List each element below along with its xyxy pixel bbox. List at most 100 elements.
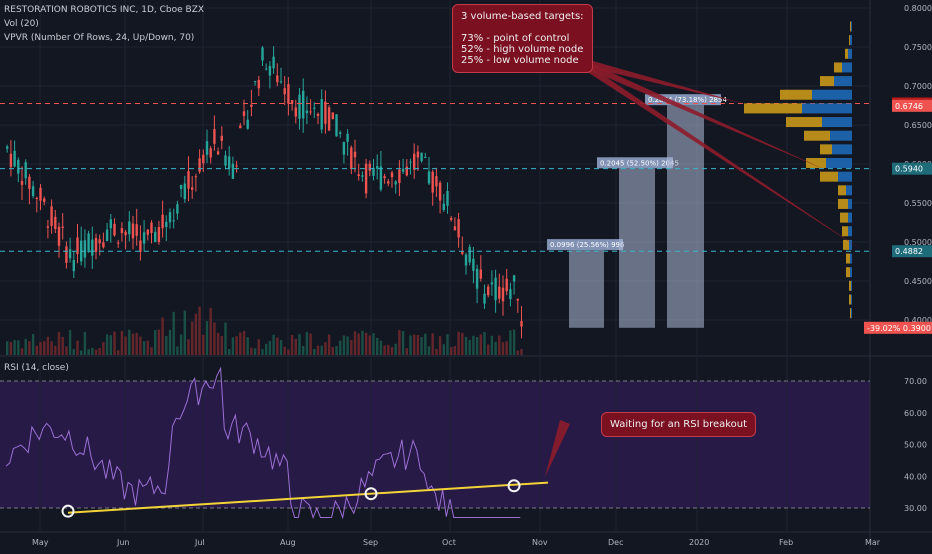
candle-body [87, 233, 90, 253]
candle-body [424, 156, 427, 158]
volume-bar [57, 332, 61, 355]
volume-bar [350, 339, 353, 355]
rsi-band-fill [0, 381, 870, 508]
vpvr-up-bar [849, 239, 852, 250]
price-tag-bg [892, 245, 932, 258]
rsi-touch-circle [61, 504, 75, 518]
candle-body [276, 75, 279, 83]
volume-bar [472, 335, 475, 355]
vpvr-down-bar [849, 280, 851, 291]
price-tick-label: 0.4500 [904, 277, 932, 286]
volume-bar [46, 336, 50, 355]
candle-body [479, 269, 482, 279]
rsi-tick-label: 60.00 [904, 409, 927, 418]
candle-body [198, 158, 201, 172]
candle-body [50, 206, 53, 226]
vpvr-up-bar [850, 35, 852, 46]
volume-bar [168, 329, 172, 355]
volume-bar [331, 346, 334, 355]
vpvr-indicator-label[interactable]: VPVR (Number Of Rows, 24, Up/Down, 70) [4, 33, 195, 43]
volume-bar [128, 329, 131, 355]
volume-bar [479, 334, 482, 355]
volume-bar [342, 335, 346, 355]
volume-bar [191, 321, 194, 355]
candle-body [272, 56, 275, 69]
volume-bar [235, 336, 238, 355]
volume-bar [420, 336, 423, 355]
volume-bar [438, 336, 442, 355]
rsi-indicator-label[interactable]: RSI (14, close) [4, 363, 69, 373]
volume-bar [483, 332, 486, 355]
volume-bar [475, 336, 479, 355]
candle-body [253, 81, 257, 83]
volume-bar [24, 338, 27, 355]
volume-bar [405, 348, 408, 355]
candle-body [475, 268, 479, 289]
volume-bar [353, 331, 357, 355]
candle-body [316, 113, 320, 116]
volume-bar [383, 345, 386, 355]
candle-body [398, 169, 401, 183]
volume-bar [9, 341, 13, 355]
candle-body [376, 166, 379, 169]
candle-body [124, 231, 127, 236]
candle-body [405, 166, 408, 176]
price-tag-bg [864, 321, 932, 334]
candle-body [305, 110, 309, 114]
candle-body [242, 111, 246, 116]
rsi-tick-label: 70.00 [904, 377, 927, 386]
candle-body [13, 150, 16, 167]
volume-bar [268, 340, 272, 355]
volume-bar [261, 349, 264, 355]
candle-body [342, 142, 346, 155]
volume-bar [113, 331, 116, 355]
candle-body [427, 171, 431, 184]
volume-bar [43, 341, 46, 355]
vpvr-up-bar [832, 144, 852, 155]
candle-body [120, 228, 124, 234]
candle-body [72, 260, 75, 272]
candle-body [39, 187, 42, 201]
volume-bar [250, 347, 253, 355]
volume-bar [416, 335, 420, 355]
volume-bar [272, 334, 275, 355]
candle-body [509, 289, 512, 300]
volume-bar [28, 341, 31, 355]
vpvr-down-bar [846, 253, 850, 264]
volume-bar [124, 336, 127, 355]
volume-bar [98, 347, 101, 355]
candle-body [294, 107, 297, 117]
symbol-title[interactable]: RESTORATION ROBOTICS INC, 1D, Cboe BZX [4, 5, 205, 15]
volume-bar [80, 350, 83, 355]
candle-body [520, 320, 523, 327]
volume-bar [372, 333, 375, 355]
volume-bar [142, 341, 146, 355]
volume-bar [239, 332, 242, 355]
rsi-line [5, 366, 521, 520]
rsi-trendline [67, 481, 549, 514]
volume-bar [398, 330, 401, 355]
candle-body [228, 156, 231, 168]
volume-bar [20, 348, 24, 355]
volume-bar [257, 339, 260, 355]
volume-bar [316, 345, 320, 355]
candle-body [453, 226, 457, 231]
volume-indicator-label[interactable]: Vol (20) [4, 19, 39, 29]
candle-body [142, 232, 146, 244]
rsi-tick-label: 30.00 [904, 504, 927, 513]
candle-body [472, 258, 475, 271]
candle-body [265, 68, 268, 70]
volume-bar [220, 335, 223, 355]
candle-body [387, 181, 390, 184]
vpvr-up-bar [851, 308, 852, 319]
candle-body [235, 165, 238, 167]
candle-body [154, 231, 157, 243]
vpvr-up-bar [851, 294, 852, 305]
candle-body [383, 176, 386, 179]
volume-bar [76, 340, 79, 355]
volume-bar [50, 341, 53, 355]
volume-bar [131, 333, 135, 355]
volume-bar [165, 335, 168, 355]
volume-bar [468, 339, 471, 355]
candle-body [172, 220, 175, 222]
